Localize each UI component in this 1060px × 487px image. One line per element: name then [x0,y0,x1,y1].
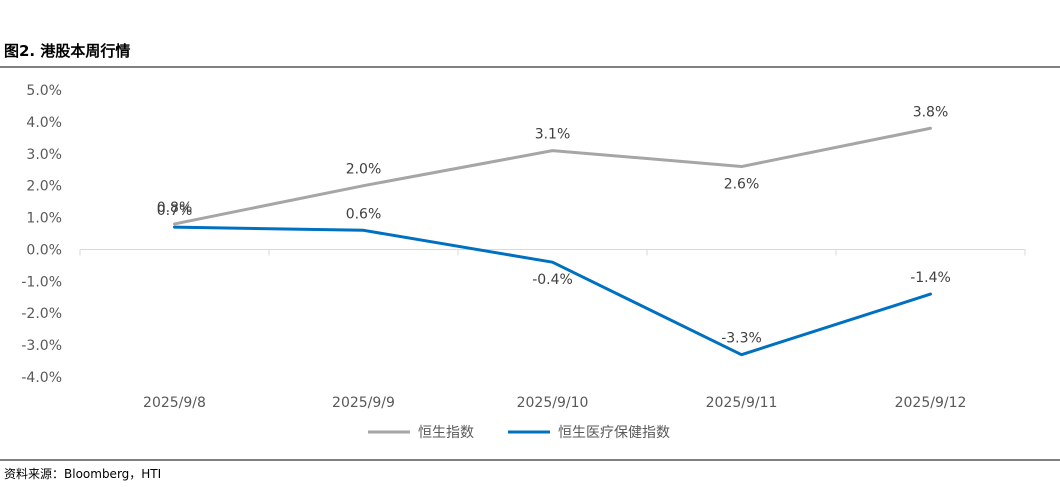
y-tick-label: -1.0% [21,274,62,290]
series-line-2 [173,225,932,357]
x-tick-label: 2025/9/9 [332,395,395,411]
data-label: 3.1% [535,127,571,143]
series-layer [173,126,932,357]
x-tick-label: 2025/9/10 [517,395,589,411]
data-label: 2.0% [346,162,382,178]
cut-off-header [360,0,1000,6]
y-tick-label: 0.0% [26,242,62,258]
y-tick-label: 5.0% [26,83,62,99]
y-axis: 5.0% 4.0% 3.0% 2.0% 1.0% 0.0% -1.0% -2.0% -3.0% -… [21,83,62,386]
y-tick-label: 2.0% [26,179,62,195]
data-label: -3.3% [721,331,762,347]
legend: 恒生指数 恒生医疗保健指数 [368,425,670,441]
x-axis: 2025/9/8 2025/9/9 2025/9/10 2025/9/11 2025/9… [79,248,1026,411]
data-label: 0.8% [157,200,193,216]
data-label: 0.7% [157,203,193,219]
y-tick-label: -4.0% [21,370,62,386]
x-tick-label: 2025/9/12 [895,395,967,411]
data-label: 2.6% [724,177,760,193]
series-line-1 [173,126,932,226]
y-tick-label: -3.0% [21,338,62,354]
y-tick-label: 3.0% [26,147,62,163]
legend-label: 恒生指数 [418,425,474,441]
x-tick-label: 2025/9/8 [143,395,206,411]
data-label: -1.4% [910,270,951,286]
data-label: 3.8% [913,104,949,120]
y-tick-label: -2.0% [21,306,62,322]
source-note: 资料来源：Bloomberg，HTI [4,467,161,481]
y-tick-label: 4.0% [26,115,62,131]
x-tick-label: 2025/9/11 [706,395,778,411]
data-label: 0.6% [346,206,382,222]
y-tick-label: 1.0% [26,211,62,227]
data-label: -0.4% [532,272,573,288]
legend-label: 恒生医疗保健指数 [558,425,670,441]
figure-title: 图2. 港股本周行情 [4,42,130,60]
data-label-layer: 0.8% 2.0% 3.1% 2.6% 3.8% 0.7% 0.6% -0.4% -3.3% -1… [157,104,951,346]
